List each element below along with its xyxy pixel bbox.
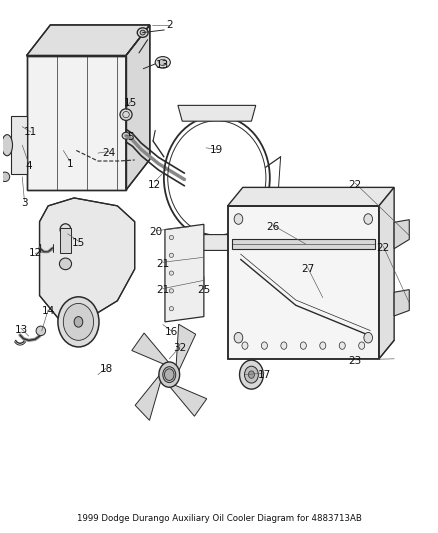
Ellipse shape (140, 30, 145, 35)
Polygon shape (11, 116, 27, 174)
Text: 4: 4 (25, 161, 32, 171)
Text: 1999 Dodge Durango Auxiliary Oil Cooler Diagram for 4883713AB: 1999 Dodge Durango Auxiliary Oil Cooler … (77, 514, 361, 523)
Polygon shape (31, 108, 131, 118)
Ellipse shape (159, 362, 180, 387)
Ellipse shape (261, 342, 268, 349)
Ellipse shape (167, 372, 172, 378)
Polygon shape (379, 188, 394, 359)
Polygon shape (170, 385, 207, 416)
Ellipse shape (58, 297, 99, 347)
Ellipse shape (60, 224, 71, 236)
Text: 22: 22 (377, 243, 390, 253)
Ellipse shape (244, 366, 258, 383)
Ellipse shape (234, 214, 243, 224)
Text: 1: 1 (67, 159, 73, 168)
Text: 14: 14 (42, 306, 55, 316)
Text: 27: 27 (301, 264, 314, 274)
Ellipse shape (242, 342, 248, 349)
Ellipse shape (120, 109, 132, 120)
Ellipse shape (36, 326, 46, 336)
Ellipse shape (137, 28, 148, 37)
Text: 18: 18 (100, 365, 113, 374)
Text: 13: 13 (156, 60, 170, 70)
Ellipse shape (64, 303, 94, 341)
Ellipse shape (0, 172, 10, 182)
Text: 16: 16 (165, 327, 178, 337)
Polygon shape (182, 261, 200, 271)
Ellipse shape (2, 135, 13, 156)
Text: 21: 21 (156, 285, 170, 295)
Polygon shape (232, 239, 374, 249)
Ellipse shape (60, 258, 71, 270)
Polygon shape (176, 324, 196, 372)
Polygon shape (394, 289, 409, 316)
Polygon shape (178, 106, 256, 121)
Ellipse shape (240, 360, 263, 389)
Text: 15: 15 (72, 238, 85, 248)
Polygon shape (165, 224, 204, 322)
Text: 5: 5 (127, 132, 134, 142)
Polygon shape (31, 133, 131, 143)
Ellipse shape (364, 214, 372, 224)
Polygon shape (132, 333, 169, 365)
Ellipse shape (163, 367, 176, 383)
Ellipse shape (339, 342, 345, 349)
Text: 23: 23 (349, 357, 362, 367)
Ellipse shape (300, 342, 306, 349)
Ellipse shape (169, 236, 173, 240)
Polygon shape (31, 158, 131, 169)
Ellipse shape (155, 56, 170, 68)
Text: 26: 26 (266, 222, 280, 232)
Polygon shape (394, 220, 409, 249)
Text: 22: 22 (349, 180, 362, 190)
Ellipse shape (169, 271, 173, 275)
Ellipse shape (281, 342, 287, 349)
Polygon shape (182, 235, 251, 251)
Text: 25: 25 (197, 285, 211, 295)
Text: 32: 32 (173, 343, 187, 353)
Polygon shape (31, 57, 131, 68)
Bar (60, 228, 71, 253)
Text: 12: 12 (28, 248, 42, 259)
Ellipse shape (159, 59, 167, 66)
Text: 12: 12 (148, 180, 161, 190)
Polygon shape (31, 83, 131, 93)
Polygon shape (135, 375, 161, 421)
Text: 21: 21 (156, 259, 170, 269)
Ellipse shape (234, 333, 243, 343)
Text: 24: 24 (102, 148, 115, 158)
Text: 2: 2 (166, 20, 173, 30)
Text: 20: 20 (150, 227, 163, 237)
Text: 3: 3 (21, 198, 28, 208)
Ellipse shape (169, 289, 173, 293)
Ellipse shape (320, 342, 326, 349)
Ellipse shape (165, 369, 174, 381)
Text: 11: 11 (24, 127, 38, 137)
Polygon shape (228, 206, 379, 359)
Text: 15: 15 (124, 98, 137, 108)
Ellipse shape (74, 317, 83, 327)
Polygon shape (39, 198, 134, 322)
Polygon shape (228, 188, 394, 206)
Ellipse shape (169, 306, 173, 311)
Ellipse shape (248, 371, 254, 378)
Polygon shape (27, 25, 150, 55)
Polygon shape (27, 55, 126, 190)
Ellipse shape (359, 342, 365, 349)
Text: 19: 19 (210, 146, 223, 156)
Ellipse shape (169, 253, 173, 257)
Ellipse shape (364, 333, 372, 343)
Polygon shape (126, 25, 150, 190)
Text: 17: 17 (258, 369, 271, 379)
Ellipse shape (122, 132, 130, 139)
Text: 13: 13 (14, 325, 28, 335)
